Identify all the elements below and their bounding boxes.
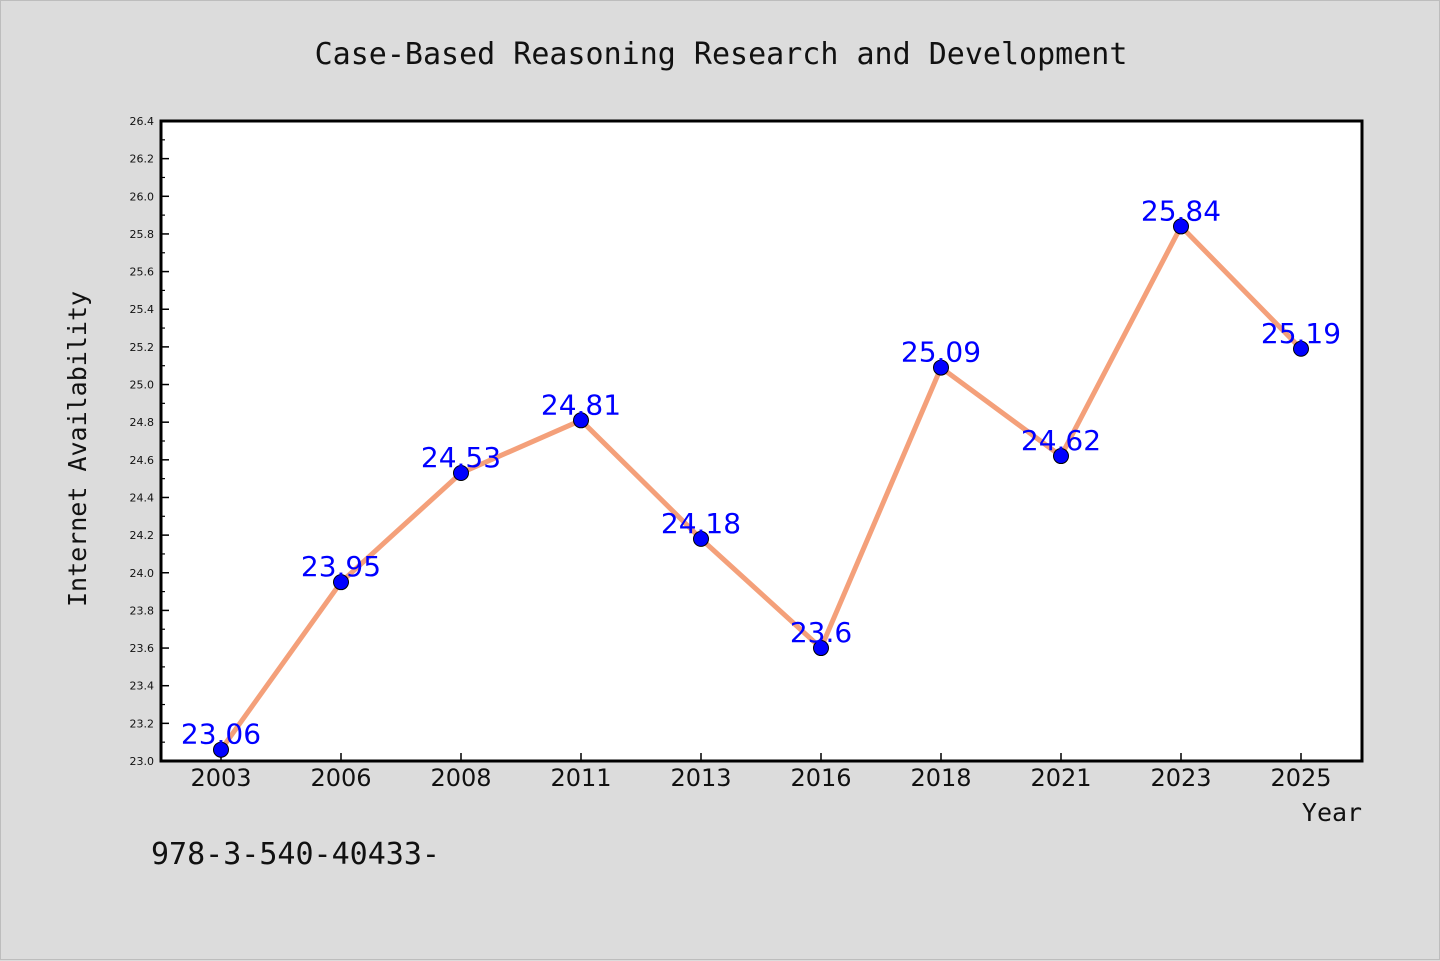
y-tick-label: 25.4 [130,303,155,316]
y-tick-label: 23.6 [130,642,155,655]
y-tick-label: 23.4 [130,680,155,693]
x-axis-label: Year [1302,798,1362,827]
y-tick-label: 24.2 [130,529,155,542]
data-point [1293,340,1309,357]
x-tick-label: 2003 [190,764,251,792]
y-tick-label: 23.8 [130,604,155,617]
y-tick-label: 23.0 [130,755,155,768]
data-point [933,359,949,376]
plot-area [159,119,1364,763]
data-label: 23.6 [790,616,852,649]
x-tick-label: 2025 [1270,764,1331,792]
data-point [573,412,589,429]
data-point [1173,218,1189,235]
y-tick-label: 24.8 [130,416,155,429]
y-tick-label: 23.2 [130,717,155,730]
data-point [693,530,709,547]
y-tick-label: 24.0 [130,567,155,580]
y-tick-label: 26.2 [130,153,155,166]
x-tick-label: 2006 [310,764,371,792]
x-tick-label: 2016 [790,764,851,792]
y-tick-label: 26.0 [130,190,155,203]
y-tick-label: 26.4 [130,115,155,128]
footer-text: 978-3-540-40433- [151,837,440,872]
x-tick-label: 2008 [430,764,491,792]
data-point [213,741,229,758]
data-point [453,465,469,481]
data-label: 23.95 [301,550,381,583]
x-tick-label: 2021 [1030,764,1091,792]
data-label: 25.09 [901,336,981,369]
y-tick-label: 24.4 [130,491,155,504]
y-axis: 23.0 23.2 23.4 23.6 23.8 24.0 24.2 24.4 24.6 24.8… [130,115,169,768]
y-tick-label: 25.6 [130,266,155,279]
data-label: 24.18 [661,507,741,540]
series-line [218,223,1303,752]
y-tick-label: 25.8 [130,228,155,241]
data-label: 24.81 [541,388,621,421]
y-tick-label: 24.6 [130,454,155,467]
data-label: 24.53 [421,441,501,474]
data-label: 24.62 [1021,424,1101,457]
y-axis-label: Internet Availability [63,291,92,607]
data-point [1053,448,1069,465]
y-tick-label: 25.2 [130,341,155,354]
x-tick-label: 2013 [670,764,731,792]
data-label: 25.19 [1261,317,1341,350]
x-tick-label: 2011 [550,764,611,792]
series-markers [213,218,1309,758]
x-tick-label: 2023 [1150,764,1211,792]
x-axis: 2003 2006 2008 2011 2013 2016 2018 2021 2023 2025 [190,753,1332,792]
data-point [333,574,349,591]
data-label: 25.84 [1141,194,1221,227]
data-label: 23.06 [181,718,261,751]
data-labels: 23.06 23.95 24.53 24.81 24.18 23.6 25.09 24.62 2… [181,194,1341,750]
y-tick-label: 25.0 [130,379,155,392]
x-tick-label: 2018 [910,764,971,792]
chart-title: Case-Based Reasoning Research and Develo… [315,37,1128,72]
data-point [813,640,829,657]
